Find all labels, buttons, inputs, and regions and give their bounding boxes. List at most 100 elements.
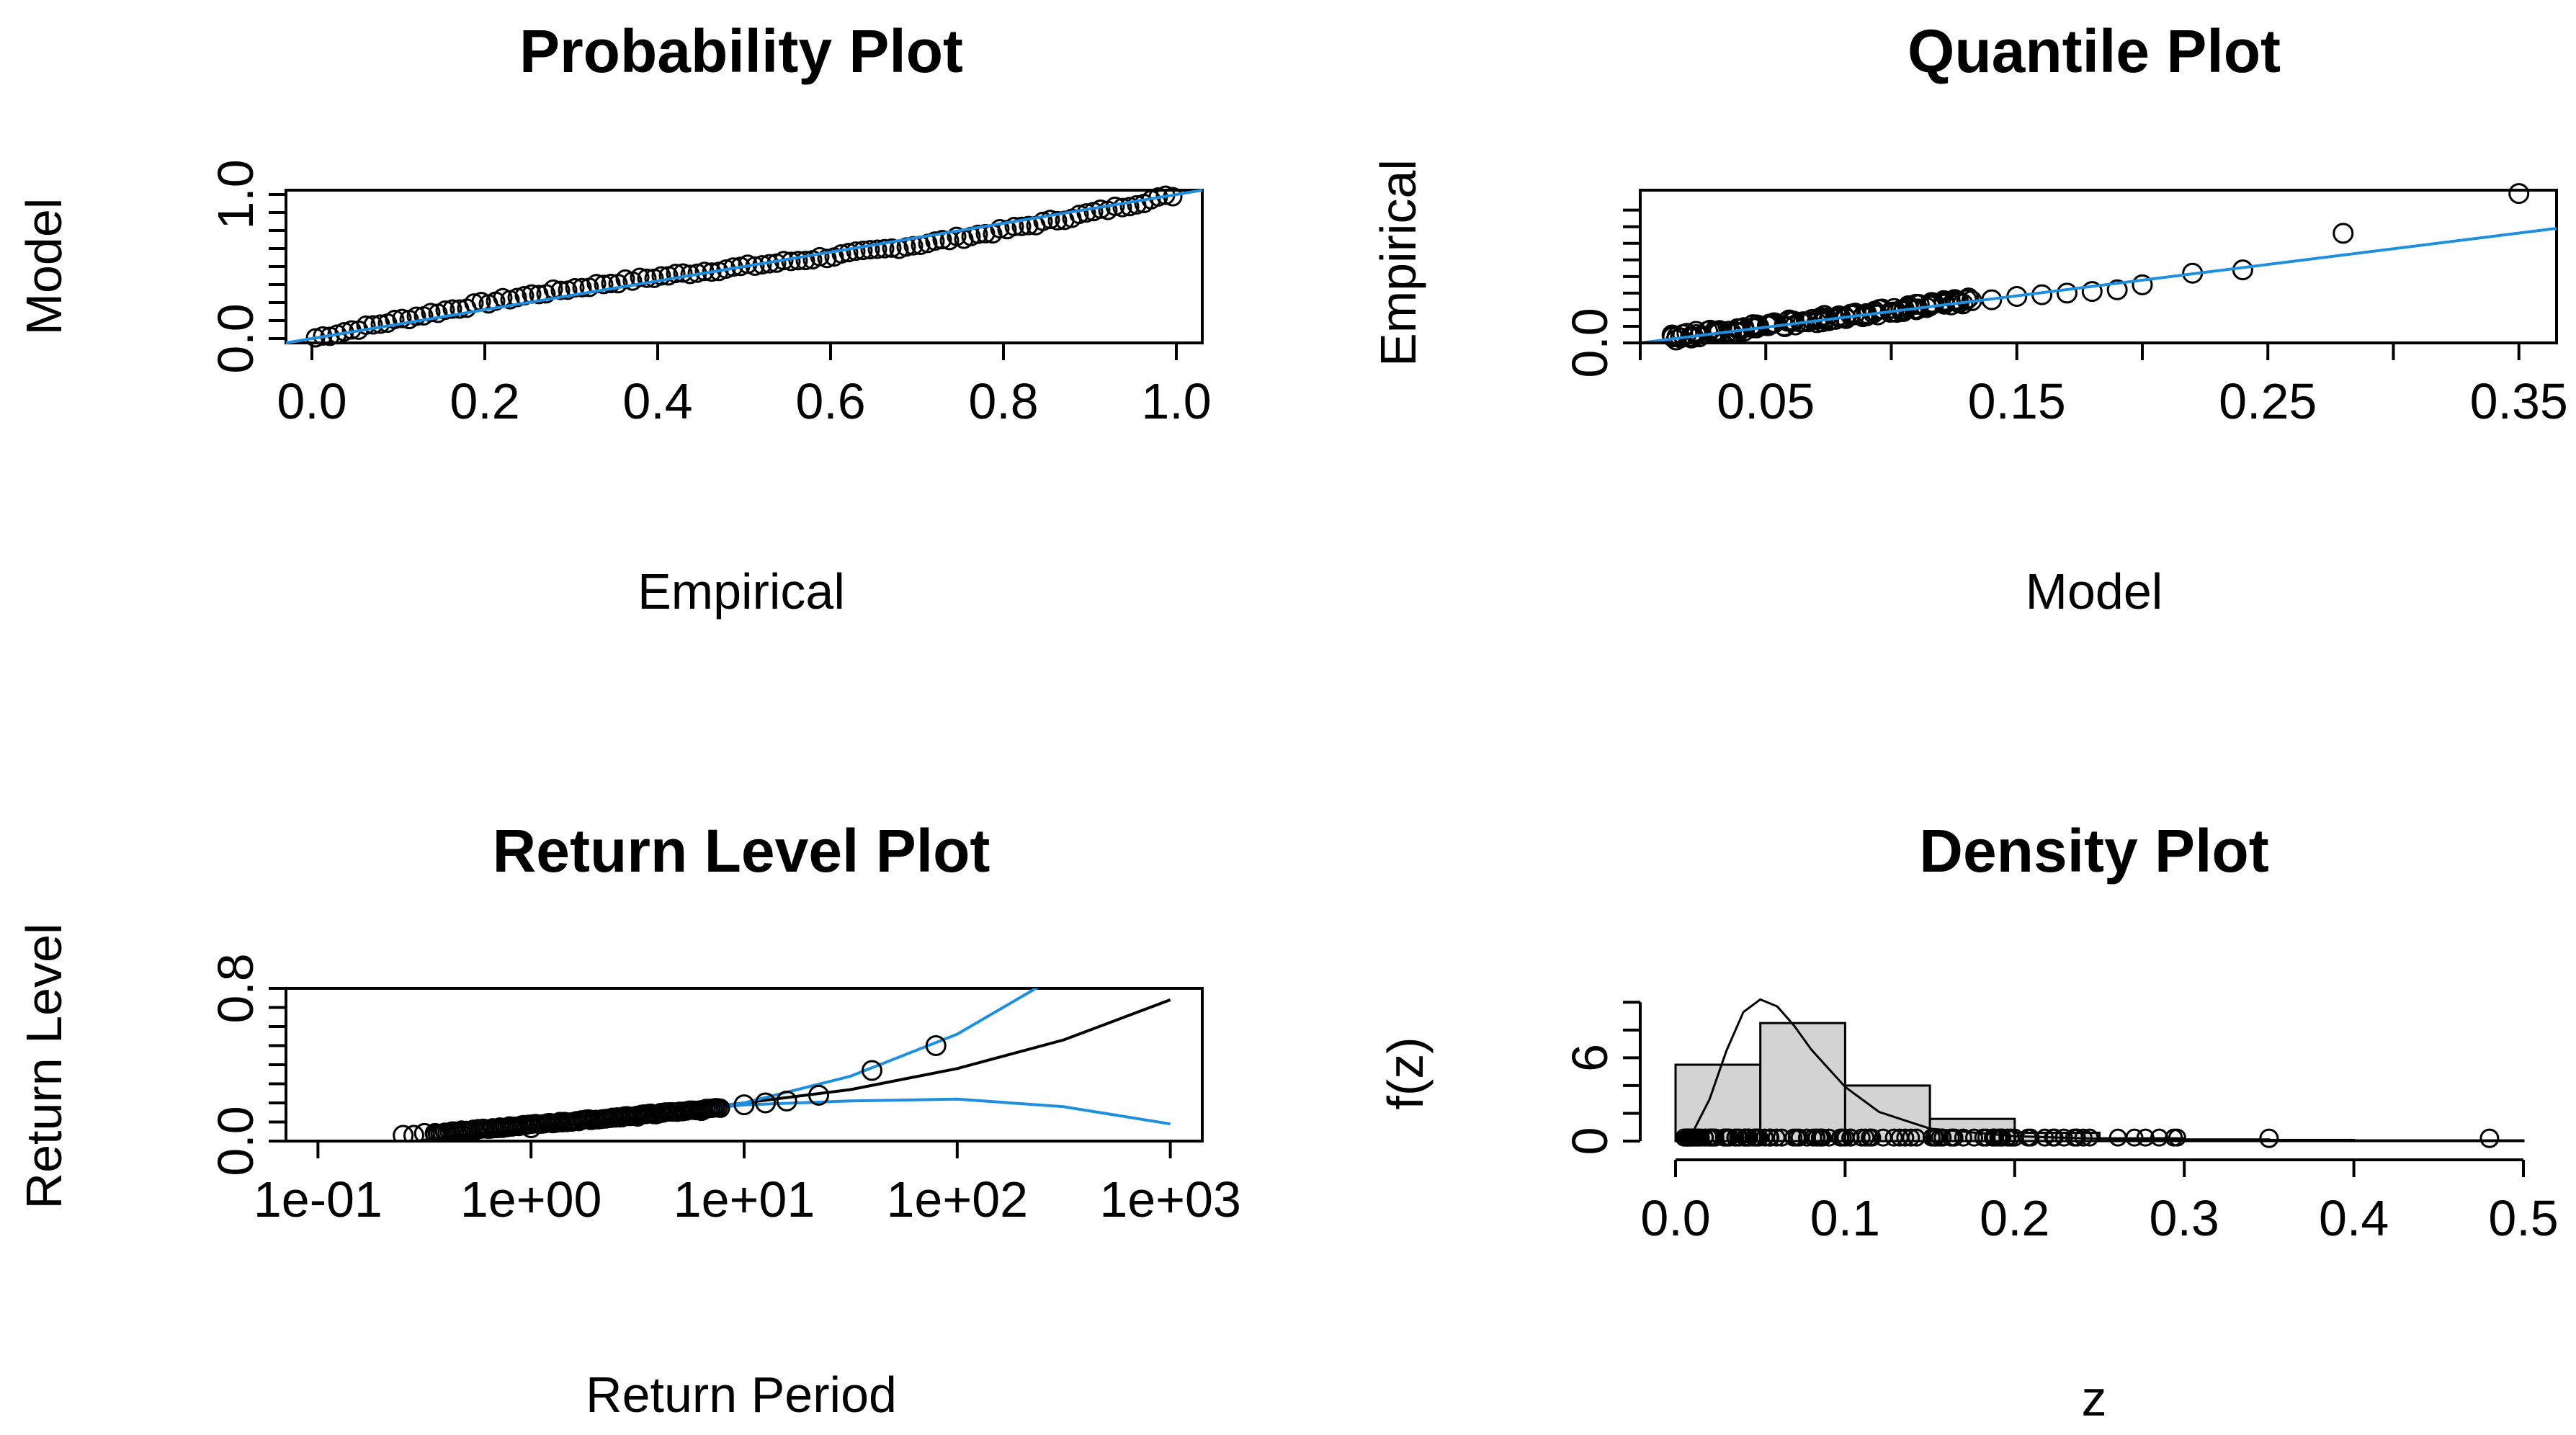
density-x-tick-label: 0.0 [1640, 1190, 1710, 1246]
density-rug-point [1954, 1128, 1972, 1147]
probability-x-tick-label: 0.2 [450, 373, 519, 429]
density-rug-point [1896, 1128, 1915, 1147]
return-level-x-tick-label: 1e-01 [254, 1171, 383, 1228]
density-curve [1675, 998, 2524, 1143]
return-level-point [925, 1035, 947, 1056]
probability-point [442, 299, 462, 319]
quantile-x-tick-label: 0.35 [2470, 373, 2568, 429]
probability-point [882, 238, 902, 258]
probability-point [673, 263, 693, 283]
quantile-tail-point [2508, 183, 2530, 205]
density-rug-point [2125, 1128, 2144, 1147]
return-level-point [520, 1117, 542, 1138]
return-level-plot-marks [393, 988, 1171, 1141]
density-rug-point [1714, 1128, 1733, 1147]
probability-point [1069, 205, 1089, 225]
density-rug-point [1747, 1128, 1766, 1147]
probability-plot-x-axis: 0.0 0.2 0.4 0.6 0.8 1.0 [277, 341, 1212, 429]
return-level-point [413, 1122, 435, 1141]
density-plot-y-axis: 06 [1562, 1001, 1642, 1155]
density-plot-ylabel: f(z) [1377, 1037, 1434, 1109]
quantile-tail-point [2333, 223, 2354, 244]
return-level-plot-title: Return Level Plot [493, 817, 990, 885]
return-level-series [393, 988, 1171, 1141]
quantile-plot-x-axis: 0.05 0.15 0.25 0.35 [1639, 341, 2568, 429]
return-level-point [691, 1100, 712, 1122]
probability-point [968, 224, 988, 244]
density-x-tick-label: 0.2 [1980, 1190, 2049, 1246]
probability-point [363, 315, 383, 335]
return-level-point [733, 1094, 755, 1116]
return-level-y-tick-label: 0.8 [207, 953, 264, 1023]
return-level-plot-xlabel: Return Period [586, 1367, 897, 1423]
density-rug-point [2479, 1128, 2500, 1148]
probability-point [651, 266, 671, 286]
probability-point [817, 249, 837, 269]
probability-point [788, 251, 808, 271]
probability-point [385, 309, 405, 329]
return-level-point [710, 1098, 730, 1118]
probability-x-tick-label: 0.4 [622, 373, 692, 429]
probability-point [601, 274, 621, 294]
probability-point [932, 230, 952, 250]
probability-point [565, 277, 585, 298]
density-plot-title: Density Plot [1919, 817, 2268, 885]
density-y-tick-label: 0 [1562, 1127, 1618, 1155]
density-x-tick-label: 0.1 [1810, 1190, 1880, 1246]
density-plot-x-axis: 0.0 0.1 0.2 0.3 0.4 0.5 [1640, 1158, 2559, 1246]
probability-x-tick-label: 0.6 [795, 373, 865, 429]
density-rug-point [1984, 1128, 2003, 1147]
quantile-tail-point [2081, 281, 2103, 303]
density-histogram-bar [1759, 1022, 1846, 1143]
probability-y-tick-label: 0.0 [207, 303, 264, 373]
density-rug-point [1874, 1128, 1892, 1147]
density-y-tick-label: 6 [1562, 1044, 1618, 1072]
probability-point [356, 315, 376, 335]
return-level-ci-upper [530, 988, 1039, 1130]
probability-plot-marks [285, 185, 1203, 348]
density-rug-point [1965, 1128, 1984, 1147]
density-rug-point [1831, 1128, 1850, 1147]
return-level-y-tick-label: 0.0 [207, 1106, 264, 1176]
quantile-x-tick-label: 0.25 [2219, 373, 2317, 429]
quantile-tail-point [2056, 282, 2078, 304]
return-level-point [403, 1125, 424, 1141]
probability-point [666, 264, 686, 284]
return-level-point [776, 1090, 797, 1112]
probability-plot-title: Probability Plot [519, 17, 963, 85]
density-rug-point [1991, 1128, 2010, 1147]
probability-point [370, 314, 390, 334]
quantile-x-tick-label: 0.05 [1717, 373, 1815, 429]
probability-point [630, 267, 650, 287]
probability-point [1119, 197, 1140, 217]
quantile-point [1958, 287, 1980, 309]
probability-point [594, 274, 614, 295]
probability-point [550, 280, 571, 300]
quantile-plot-y-axis: 0.0 [1562, 208, 1642, 378]
quantile-tail-point [2132, 274, 2153, 295]
probability-point [1011, 216, 1032, 236]
return-level-point [393, 1125, 414, 1141]
return-level-x-tick-label: 1e+03 [1099, 1171, 1241, 1228]
probability-x-tick-label: 1.0 [1141, 373, 1211, 429]
quantile-point [1697, 321, 1719, 342]
density-rug-point [1726, 1128, 1745, 1147]
quantile-plot-panel: Quantile Plot 0.05 0.15 0.25 0.35 0.0 Model… [1370, 17, 2568, 620]
density-rug-point [1696, 1128, 1714, 1147]
return-level-x-tick-label: 1e+02 [887, 1171, 1029, 1228]
probability-point [392, 308, 412, 328]
probability-point [406, 306, 426, 326]
probability-point [572, 277, 592, 298]
probability-point [875, 238, 895, 259]
return-level-point [424, 1122, 446, 1141]
probability-point [421, 303, 441, 323]
quantile-plot-xlabel: Model [2026, 563, 2163, 620]
density-x-tick-label: 0.5 [2488, 1190, 2558, 1246]
return-level-point [861, 1060, 882, 1081]
density-rug-point [2168, 1128, 2186, 1147]
density-rug-point [1841, 1128, 1860, 1147]
probability-point [1047, 210, 1068, 231]
probability-point [435, 300, 455, 321]
probability-point [1019, 215, 1039, 236]
